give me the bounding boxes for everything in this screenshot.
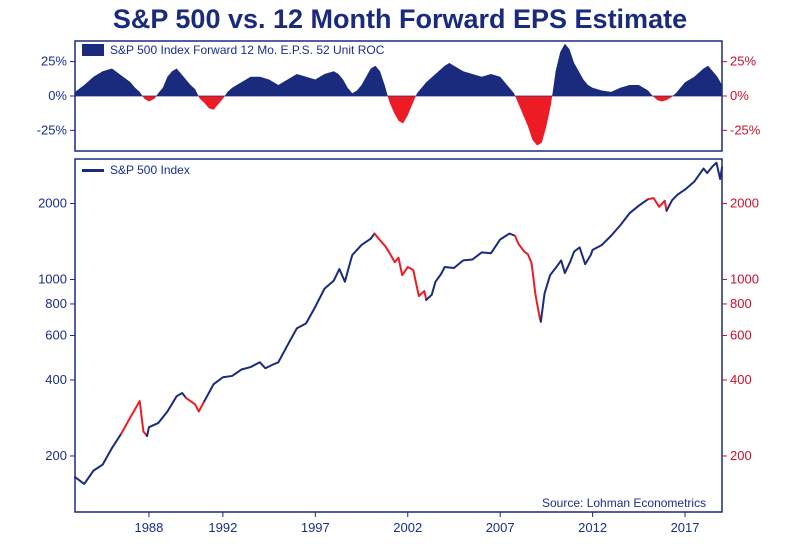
svg-text:0%: 0% — [48, 88, 67, 103]
svg-text:600: 600 — [730, 328, 752, 343]
svg-text:1988: 1988 — [134, 520, 163, 535]
legend-swatch-area — [82, 44, 104, 56]
svg-text:-25%: -25% — [37, 122, 68, 137]
svg-text:1992: 1992 — [208, 520, 237, 535]
bottom-legend: S&P 500 Index — [82, 163, 190, 177]
svg-text:-25%: -25% — [730, 122, 761, 137]
top-panel: -25% 0% 25% -25% 0% 25% S&P 500 Index Forward… — [0, 39, 800, 155]
svg-text:0%: 0% — [730, 88, 749, 103]
svg-text:200: 200 — [45, 448, 67, 463]
legend-swatch-line — [82, 169, 104, 172]
source-label: Source: Lohman Econometrics — [542, 496, 706, 510]
svg-text:1000: 1000 — [38, 271, 67, 286]
svg-text:200: 200 — [730, 448, 752, 463]
svg-text:400: 400 — [730, 372, 752, 387]
svg-text:1997: 1997 — [301, 520, 330, 535]
svg-text:2000: 2000 — [38, 195, 67, 210]
svg-text:800: 800 — [730, 296, 752, 311]
top-legend-label: S&P 500 Index Forward 12 Mo. E.P.S. 52 U… — [110, 43, 384, 57]
svg-text:1000: 1000 — [730, 271, 759, 286]
svg-text:25%: 25% — [41, 54, 67, 69]
svg-text:2000: 2000 — [730, 195, 759, 210]
top-legend: S&P 500 Index Forward 12 Mo. E.P.S. 52 U… — [82, 43, 384, 57]
bottom-legend-label: S&P 500 Index — [110, 163, 190, 177]
svg-text:800: 800 — [45, 296, 67, 311]
svg-text:2017: 2017 — [671, 520, 700, 535]
svg-text:25%: 25% — [730, 54, 756, 69]
svg-text:600: 600 — [45, 328, 67, 343]
bottom-panel-svg: 200 200 400 400 600 600 800 800 1000 1000 2000 2000… — [0, 155, 800, 544]
bottom-panel: 200 200 400 400 600 600 800 800 1000 1000 2000 2000… — [0, 155, 800, 544]
svg-text:2007: 2007 — [486, 520, 515, 535]
svg-text:400: 400 — [45, 372, 67, 387]
svg-text:2012: 2012 — [578, 520, 607, 535]
chart-title: S&P 500 vs. 12 Month Forward EPS Estimat… — [0, 0, 800, 39]
svg-text:2002: 2002 — [393, 520, 422, 535]
